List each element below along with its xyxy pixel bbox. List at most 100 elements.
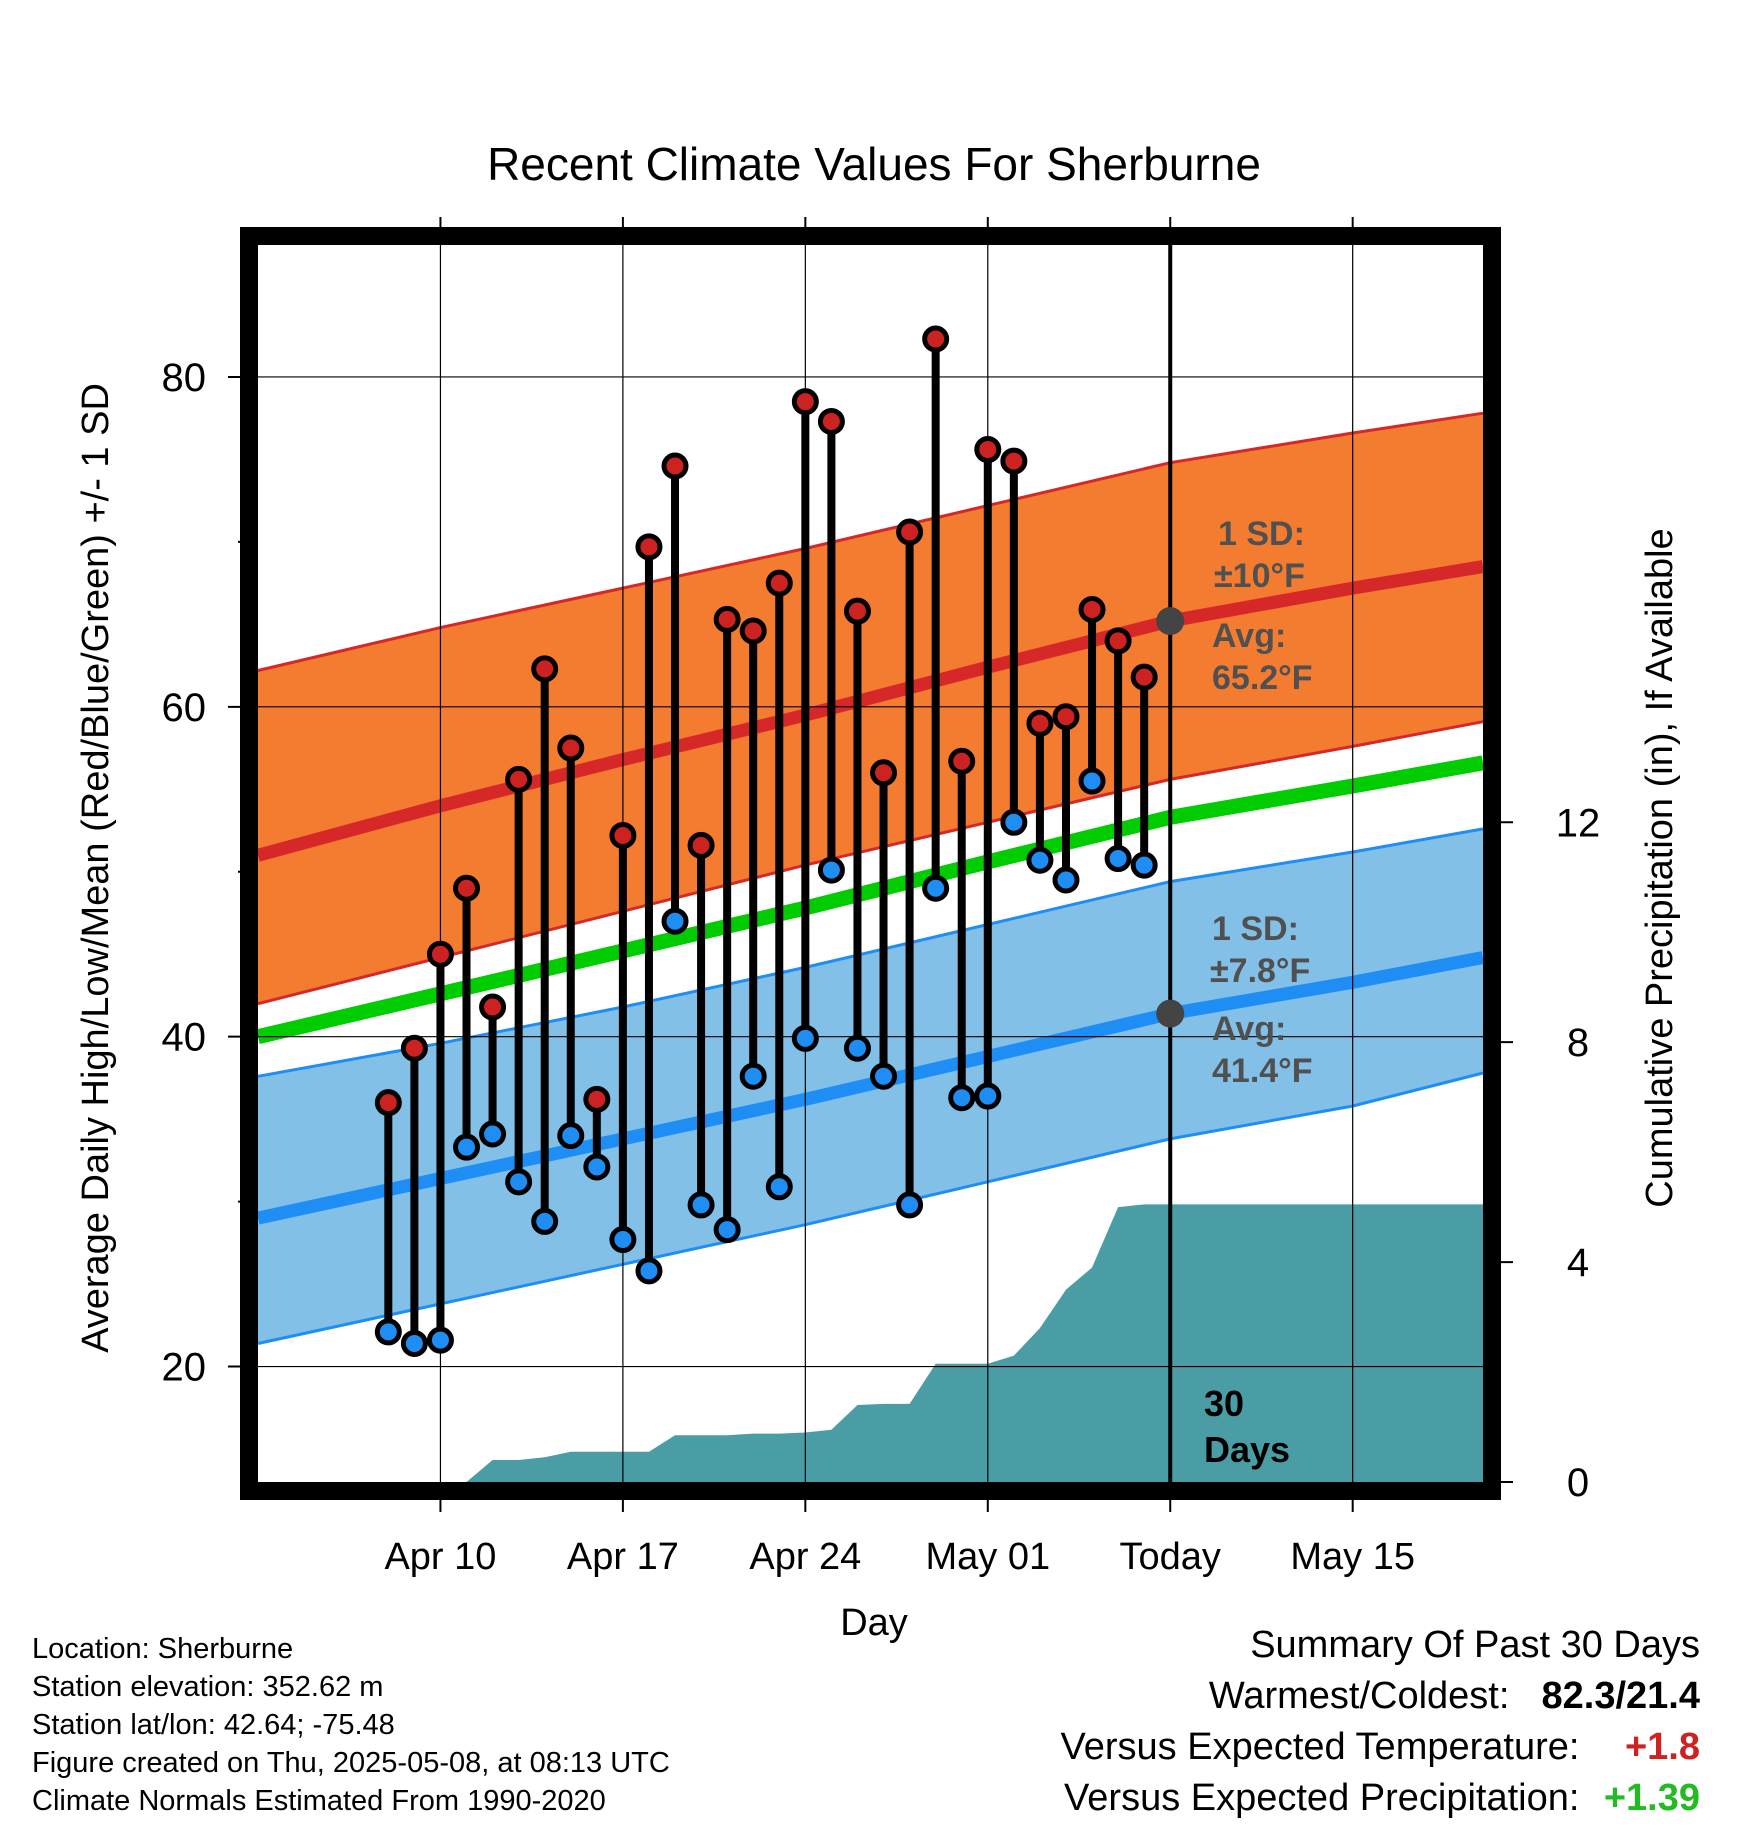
daily-low-marker — [922, 874, 950, 902]
axes-layer: Apr 10 Apr 17 Apr 24 May 01 Today May 1520406… — [162, 217, 1601, 1578]
summary-temperature: Versus Expected Temperature: +1.8 — [800, 1722, 1700, 1773]
daily-low-marker — [583, 1153, 611, 1181]
precipitation-area — [258, 1204, 1483, 1482]
location-text: Location: Sherburne — [32, 1633, 294, 1665]
x-tick-label: Apr 17 — [567, 1536, 679, 1578]
temp-label: Versus Expected Temperature: — [1060, 1726, 1580, 1768]
high-normal-annotation: 1 SD: ±10°F Avg: 65.2°F — [1212, 515, 1313, 697]
x-tick-label: Apr 10 — [384, 1536, 496, 1578]
warmest-coldest-label: Warmest/Coldest: — [1208, 1675, 1510, 1717]
x-tick-label: Apr 24 — [749, 1536, 861, 1578]
plot-frame — [240, 227, 1501, 1500]
daily-high-marker — [583, 1085, 611, 1113]
daily-high-marker — [713, 605, 741, 633]
daily-low-marker — [739, 1062, 767, 1090]
daily-high-marker — [374, 1089, 402, 1117]
y2-axis-label: Cumulative Precipitation (in), If Availa… — [1639, 528, 1681, 1207]
y-axis-label: Average Daily High/Low/Mean (Red/Blue/Gr… — [75, 383, 117, 1353]
daily-low-marker — [1026, 846, 1054, 874]
daily-low-marker — [426, 1326, 454, 1354]
daily-low-marker — [870, 1062, 898, 1090]
today-high-normal-marker — [1156, 607, 1185, 636]
elevation-text: Station elevation: 352.62 m — [32, 1671, 384, 1703]
high-avg-label: Avg: — [1212, 617, 1286, 655]
period-count: 30 — [1204, 1383, 1244, 1424]
period-unit: Days — [1204, 1429, 1290, 1470]
y2-tick-label: 12 — [1556, 801, 1601, 845]
y-tick-label: 80 — [162, 356, 207, 400]
daily-high-marker — [948, 747, 976, 775]
daily-low-marker — [400, 1329, 428, 1357]
x-tick-label: May 01 — [925, 1536, 1050, 1578]
summary-precipitation: Versus Expected Precipitation: +1.39 — [800, 1773, 1700, 1824]
daily-low-marker — [635, 1257, 663, 1285]
daily-low-marker — [713, 1216, 741, 1244]
period-annotation: 30 Days — [1204, 1383, 1290, 1470]
daily-low-marker — [1000, 808, 1028, 836]
daily-low-marker — [817, 856, 845, 884]
high-sd-band — [258, 413, 1483, 1004]
created-text: Figure created on Thu, 2025-05-08, at 08… — [32, 1747, 670, 1779]
daily-high-marker — [531, 655, 559, 683]
daily-low-marker — [948, 1084, 976, 1112]
daily-high-marker — [1104, 627, 1132, 655]
daily-high-marker — [1052, 703, 1080, 731]
daily-low-marker — [791, 1024, 819, 1052]
high-avg-value: 65.2°F — [1212, 659, 1313, 697]
daily-high-marker — [817, 407, 845, 435]
y2-tick-label: 0 — [1567, 1461, 1589, 1505]
warmest-coldest-value: 82.3/21.4 — [1541, 1675, 1700, 1717]
normals-note-text: Climate Normals Estimated From 1990-2020 — [32, 1785, 606, 1817]
daily-low-marker — [531, 1207, 559, 1235]
chart-title: Recent Climate Values For Sherburne — [487, 138, 1261, 190]
daily-high-marker — [739, 617, 767, 645]
daily-high-marker — [896, 518, 924, 546]
daily-high-marker — [635, 533, 663, 561]
low-sd-label: 1 SD: — [1212, 910, 1299, 948]
daily-low-marker — [687, 1191, 715, 1219]
daily-high-marker — [922, 325, 950, 353]
daily-low-marker — [453, 1133, 481, 1161]
y2-tick-label: 4 — [1567, 1241, 1589, 1285]
daily-low-marker — [479, 1120, 507, 1148]
daily-high-marker — [974, 436, 1002, 464]
y-tick-label: 20 — [162, 1346, 207, 1390]
station-info: Location: Sherburne Station elevation: 3… — [32, 1630, 832, 1820]
daily-low-marker — [661, 907, 689, 935]
high-sd-band-lower-edge — [257, 720, 1484, 1006]
daily-high-marker — [609, 821, 637, 849]
daily-high-marker — [1026, 709, 1054, 737]
precip-value: +1.39 — [1603, 1777, 1700, 1819]
daily-markers-layer — [374, 325, 1185, 1357]
daily-high-marker — [505, 765, 533, 793]
normal-bands-layer — [256, 411, 1485, 1345]
daily-high-marker — [687, 831, 715, 859]
precip-label: Versus Expected Precipitation: — [1064, 1777, 1580, 1819]
daily-low-marker — [374, 1318, 402, 1346]
daily-range-stems-layer — [384, 339, 1149, 1344]
daily-low-marker — [1104, 845, 1132, 873]
daily-high-marker — [765, 569, 793, 597]
daily-low-marker — [1130, 851, 1158, 879]
daily-low-marker — [505, 1168, 533, 1196]
daily-high-marker — [400, 1034, 428, 1062]
precipitation-area-layer — [258, 1204, 1483, 1482]
daily-low-marker — [896, 1191, 924, 1219]
temp-value: +1.8 — [1624, 1726, 1700, 1768]
daily-high-marker — [661, 452, 689, 480]
today-low-normal-marker — [1156, 999, 1185, 1028]
y-tick-label: 40 — [162, 1016, 207, 1060]
daily-high-marker — [557, 734, 585, 762]
low-avg-value: 41.4°F — [1212, 1052, 1313, 1090]
daily-high-marker — [1078, 596, 1106, 624]
daily-low-marker — [1078, 767, 1106, 795]
daily-high-marker — [870, 759, 898, 787]
x-axis-label: Day — [840, 1602, 908, 1644]
daily-high-marker — [1130, 663, 1158, 691]
daily-high-marker — [843, 597, 871, 625]
daily-low-marker — [609, 1226, 637, 1254]
mean-normal-line — [256, 755, 1485, 1045]
daily-high-marker — [426, 940, 454, 968]
low-avg-label: Avg: — [1212, 1010, 1286, 1048]
